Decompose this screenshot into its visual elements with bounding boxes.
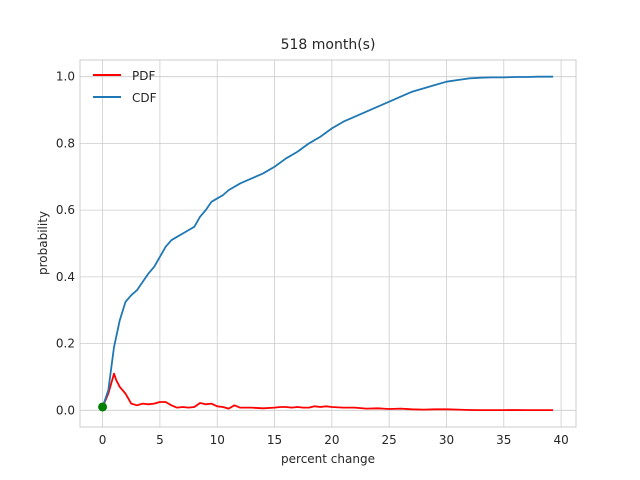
legend: PDF CDF [93,69,157,105]
series-layer [98,75,554,412]
origin-marker [98,402,108,412]
legend-label-pdf: PDF [132,69,155,83]
x-tick-label: 30 [439,433,454,447]
x-axis-ticks: 0 5 10 15 20 25 30 35 40 [99,433,569,447]
x-tick-label: 5 [156,433,164,447]
y-tick-label: 0.2 [56,337,75,351]
x-tick-label: 0 [99,433,107,447]
y-tick-label: 1.0 [56,70,75,84]
series-line-cdf [101,75,554,408]
plot-frame [79,59,577,428]
x-tick-label: 35 [496,433,511,447]
x-tick-label: 15 [267,433,282,447]
chart-title: 518 month(s) [281,37,376,53]
x-tick-label: 40 [553,433,568,447]
series-line-pdf [101,372,554,412]
y-tick-label: 0.4 [56,270,75,284]
x-tick-label: 20 [324,433,339,447]
x-axis-label: percent change [281,452,375,466]
y-tick-label: 0.8 [56,136,75,150]
y-tick-label: 0.6 [56,203,75,217]
x-tick-label: 25 [382,433,397,447]
y-axis-ticks: 0.0 0.2 0.4 0.6 0.8 1.0 [56,70,75,418]
y-tick-label: 0.0 [56,403,75,417]
grid [80,60,576,427]
y-axis-label: probability [36,211,50,275]
x-tick-label: 10 [210,433,225,447]
legend-label-cdf: CDF [132,91,157,105]
